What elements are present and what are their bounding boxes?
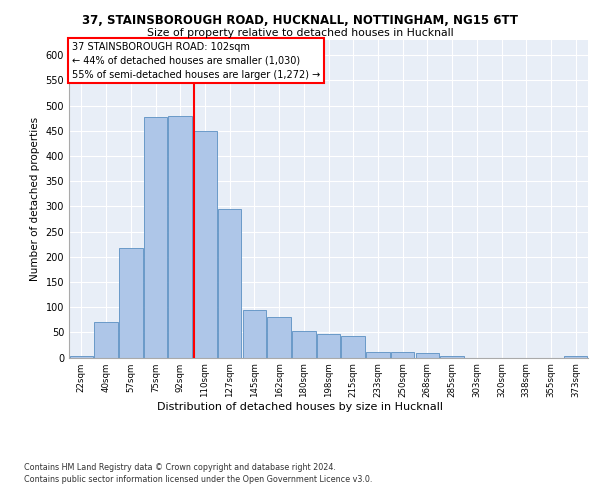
Bar [564, 356, 587, 358]
Text: Contains public sector information licensed under the Open Government Licence v3: Contains public sector information licen… [24, 475, 373, 484]
Bar [94, 322, 118, 358]
Bar [292, 331, 316, 357]
Bar [268, 317, 291, 358]
Y-axis label: Number of detached properties: Number of detached properties [30, 116, 40, 281]
Bar [317, 334, 340, 357]
Bar [169, 116, 192, 358]
Bar [341, 336, 365, 357]
Text: Distribution of detached houses by size in Hucknall: Distribution of detached houses by size … [157, 402, 443, 412]
Bar [391, 352, 415, 358]
Bar [144, 117, 167, 358]
Text: Size of property relative to detached houses in Hucknall: Size of property relative to detached ho… [146, 28, 454, 38]
Bar [119, 248, 143, 358]
Text: 37 STAINSBOROUGH ROAD: 102sqm
← 44% of detached houses are smaller (1,030)
55% o: 37 STAINSBOROUGH ROAD: 102sqm ← 44% of d… [71, 42, 320, 80]
Bar [366, 352, 389, 358]
Bar [70, 356, 93, 358]
Text: 37, STAINSBOROUGH ROAD, HUCKNALL, NOTTINGHAM, NG15 6TT: 37, STAINSBOROUGH ROAD, HUCKNALL, NOTTIN… [82, 14, 518, 27]
Bar [440, 356, 464, 358]
Bar [218, 209, 241, 358]
Bar [193, 130, 217, 358]
Text: Contains HM Land Registry data © Crown copyright and database right 2024.: Contains HM Land Registry data © Crown c… [24, 462, 336, 471]
Bar [416, 354, 439, 358]
Bar [242, 310, 266, 358]
